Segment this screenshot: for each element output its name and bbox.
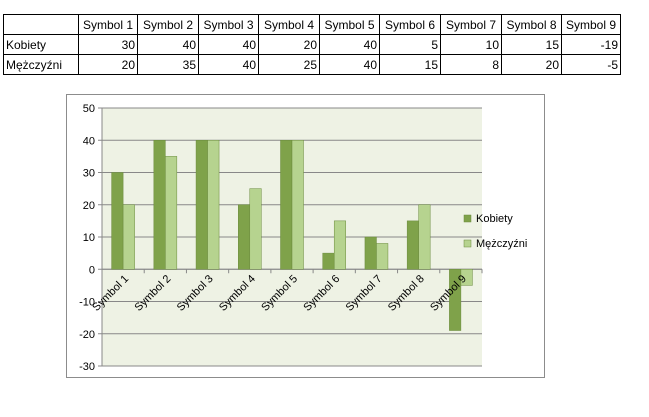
table-cell[interactable]: 40	[198, 54, 259, 75]
table-cell[interactable]: 30	[78, 34, 138, 55]
row-label[interactable]: Kobiety	[3, 34, 79, 55]
y-tick-label: 10	[83, 232, 95, 244]
table-cell[interactable]: 40	[137, 34, 199, 55]
table-cell[interactable]: 40	[319, 34, 380, 55]
y-tick-label: -10	[79, 297, 95, 309]
table-cell[interactable]: 15	[501, 34, 562, 55]
y-tick-label: 30	[83, 168, 95, 180]
table-row: Kobiety 30 40 40 20 40 5 10 15 -19	[3, 34, 621, 55]
y-tick-label: -30	[79, 361, 95, 373]
bar-mężczyźni[interactable]	[333, 220, 346, 270]
bar-mężczyźni[interactable]	[122, 204, 135, 270]
column-header[interactable]: Symbol 9	[561, 14, 621, 35]
bar-kobiety[interactable]	[364, 236, 377, 270]
y-tick-label: 40	[83, 135, 95, 147]
legend-label: Kobiety	[476, 213, 513, 225]
table-cell[interactable]: 10	[440, 34, 502, 55]
table-cell[interactable]: 20	[501, 54, 562, 75]
table-cell[interactable]: -5	[561, 54, 621, 75]
bar-mężczyźni[interactable]	[165, 156, 178, 270]
table-cell[interactable]: -19	[561, 34, 621, 55]
table-row: Mężczyźni 20 35 40 25 40 15 8 20 -5	[3, 54, 621, 75]
table-cell[interactable]: 35	[137, 54, 199, 75]
column-header[interactable]: Symbol 8	[501, 14, 562, 35]
bar-kobiety[interactable]	[406, 220, 419, 270]
column-header[interactable]: Symbol 5	[319, 14, 380, 35]
legend-label: Mężczyźni	[476, 238, 527, 250]
table-cell[interactable]: 15	[379, 54, 441, 75]
table-cell[interactable]: 8	[440, 54, 502, 75]
row-label[interactable]: Mężczyźni	[3, 54, 79, 75]
table-cell[interactable]: 40	[319, 54, 380, 75]
column-header[interactable]: Symbol 1	[78, 14, 138, 35]
legend-swatch	[463, 239, 472, 248]
y-tick-label: 50	[83, 103, 95, 115]
bar-mężczyźni[interactable]	[376, 243, 389, 270]
table-cell[interactable]: 20	[78, 54, 138, 75]
y-tick-label: 0	[89, 264, 95, 276]
bar-kobiety[interactable]	[280, 140, 293, 270]
bar-kobiety[interactable]	[449, 269, 462, 331]
column-header[interactable]: Symbol 3	[198, 14, 259, 35]
column-header[interactable]: Symbol 4	[258, 14, 320, 35]
y-tick-label: 20	[83, 200, 95, 212]
bar-kobiety[interactable]	[322, 252, 335, 270]
table-cell[interactable]: 20	[258, 34, 320, 55]
y-tick-label: -20	[79, 329, 95, 341]
bar-kobiety[interactable]	[238, 204, 251, 270]
corner-cell[interactable]	[3, 14, 79, 35]
table-cell[interactable]: 40	[198, 34, 259, 55]
column-header[interactable]: Symbol 7	[440, 14, 502, 35]
bar-mężczyźni[interactable]	[207, 140, 220, 270]
bar-mężczyźni[interactable]	[460, 269, 473, 286]
bar-mężczyźni[interactable]	[291, 140, 304, 270]
chart-area[interactable]: 50 40 30 20 10 0 -10 -20 -30 Symbol 1 Symbol 2 Symb…	[66, 94, 545, 378]
legend-swatch	[463, 214, 472, 223]
bar-kobiety[interactable]	[111, 172, 124, 270]
bar-kobiety[interactable]	[195, 140, 208, 270]
bar-mężczyźni[interactable]	[249, 188, 262, 270]
column-header[interactable]: Symbol 2	[137, 14, 199, 35]
table-cell[interactable]: 5	[379, 34, 441, 55]
table-cell[interactable]: 25	[258, 54, 320, 75]
column-header[interactable]: Symbol 6	[379, 14, 441, 35]
bar-kobiety[interactable]	[153, 140, 166, 270]
bar-mężczyźni[interactable]	[418, 204, 431, 270]
data-table: Symbol 1 Symbol 2 Symbol 3 Symbol 4 Symb…	[3, 14, 621, 75]
header-row: Symbol 1 Symbol 2 Symbol 3 Symbol 4 Symb…	[3, 14, 621, 35]
